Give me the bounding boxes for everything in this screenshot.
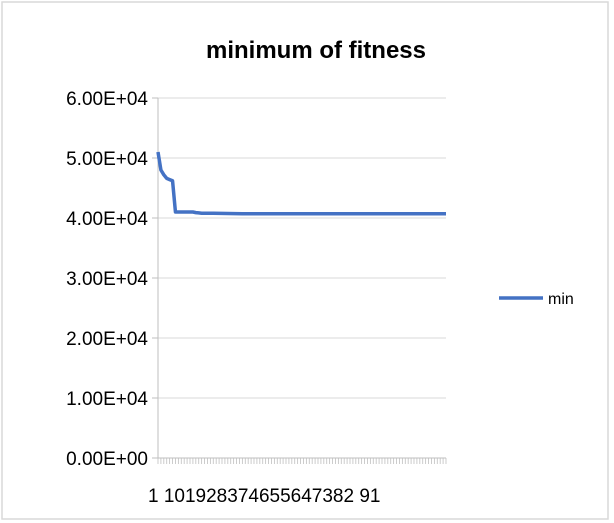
y-tick-label: 6.00E+04 (66, 89, 148, 110)
series-line-min (156, 151, 446, 216)
x-tick-labels: 1 101928374655647382 91 (148, 486, 380, 507)
chart-title: minimum of fitness (206, 37, 426, 64)
series-group (156, 151, 446, 216)
y-tick-label: 4.00E+04 (66, 209, 148, 230)
y-tick-label: 5.00E+04 (66, 149, 148, 170)
x-axis (157, 457, 447, 464)
y-tick-label: 2.00E+04 (66, 329, 148, 350)
y-axis-ticks: 0.00E+00 1.00E+04 2.00E+04 3.00E+04 4.00E+04… (66, 89, 159, 470)
legend: min (499, 291, 574, 308)
y-tick-label: 0.00E+00 (66, 449, 148, 470)
grid-lines (158, 97, 446, 399)
y-tick-label: 1.00E+04 (66, 389, 148, 410)
y-tick-label: 3.00E+04 (66, 269, 148, 290)
legend-label-min: min (548, 291, 574, 308)
